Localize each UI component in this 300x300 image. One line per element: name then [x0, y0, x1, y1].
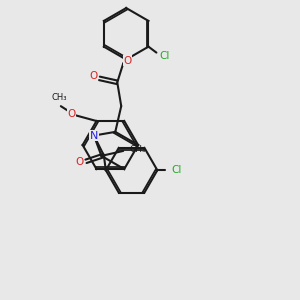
Text: Cl: Cl — [171, 165, 181, 175]
Text: O: O — [68, 109, 76, 119]
Text: N: N — [90, 130, 98, 141]
Text: O: O — [89, 71, 98, 81]
Text: CH₃: CH₃ — [129, 146, 146, 154]
Text: O: O — [75, 157, 83, 167]
Text: CH₃: CH₃ — [51, 93, 67, 102]
Text: Cl: Cl — [159, 51, 170, 61]
Text: O: O — [123, 56, 131, 65]
